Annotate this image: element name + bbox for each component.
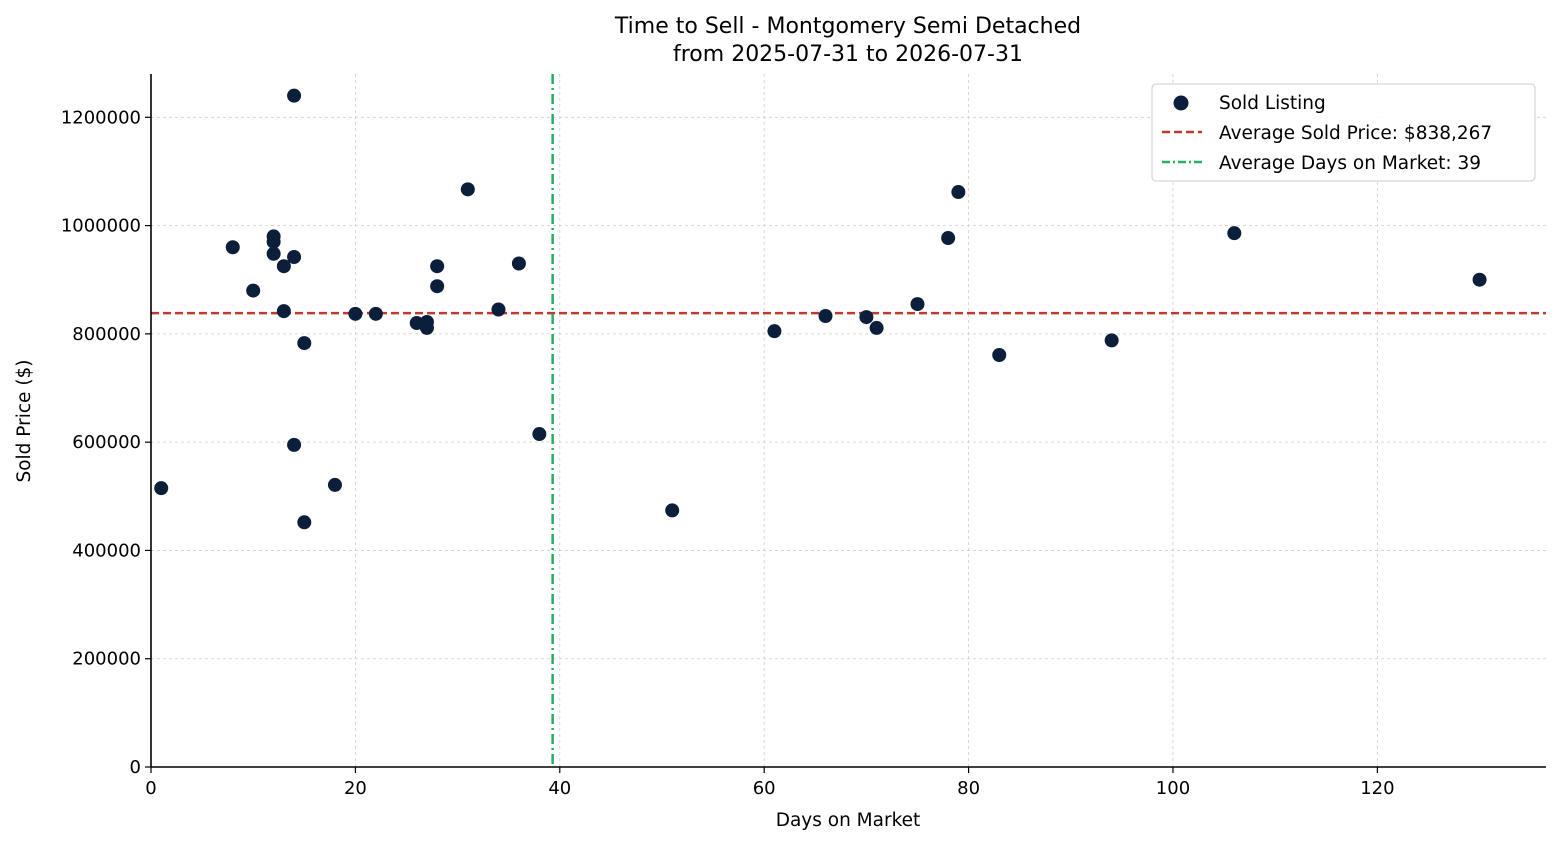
x-axis-label: Days on Market — [776, 810, 921, 831]
x-tick-label-6: 120 — [1360, 778, 1394, 799]
data-point-30 — [910, 297, 925, 312]
legend-label-sold-listing: Sold Listing — [1219, 93, 1326, 114]
data-point-5 — [266, 246, 281, 261]
y-tick-label-2: 400000 — [72, 540, 141, 561]
x-tick-label-4: 80 — [957, 778, 980, 799]
data-point-27 — [818, 309, 833, 324]
data-point-25 — [665, 503, 680, 518]
data-point-11 — [297, 336, 312, 351]
data-point-7 — [276, 304, 291, 319]
data-point-32 — [951, 185, 966, 200]
data-point-26 — [767, 324, 782, 339]
tick-labels: 0 20 40 60 80 100 120 0 200000 400000 600000 800000… — [61, 107, 1395, 799]
x-tick-label-1: 20 — [344, 778, 367, 799]
y-tick-label-5: 1000000 — [61, 216, 141, 237]
data-point-29 — [869, 320, 884, 335]
x-tick-label-5: 100 — [1156, 778, 1190, 799]
data-point-12 — [297, 515, 312, 530]
reference-lines — [151, 74, 1546, 767]
data-point-4 — [266, 234, 281, 249]
data-point-28 — [859, 310, 874, 325]
data-point-22 — [491, 302, 506, 317]
legend-marker-sold-listing — [1173, 95, 1189, 111]
x-tick-label-0: 0 — [145, 778, 156, 799]
data-point-0 — [154, 481, 169, 496]
data-point-24 — [532, 427, 547, 442]
chart-title-line1: Time to Sell - Montgomery Semi Detached — [614, 14, 1081, 39]
data-point-13 — [327, 477, 342, 492]
data-point-20 — [430, 279, 445, 294]
data-point-35 — [1227, 226, 1242, 241]
data-point-9 — [287, 249, 302, 264]
data-point-15 — [368, 306, 383, 321]
data-point-23 — [511, 256, 526, 271]
data-point-18 — [419, 320, 434, 335]
data-point-6 — [276, 259, 291, 274]
data-point-14 — [348, 306, 363, 321]
chart-title-line2: from 2025-07-31 to 2026-07-31 — [673, 42, 1023, 67]
data-point-33 — [992, 347, 1007, 362]
legend: Sold Listing Average Sold Price: $838,26… — [1151, 83, 1536, 182]
y-tick-label-1: 200000 — [72, 649, 141, 670]
data-point-1 — [225, 240, 240, 255]
data-point-34 — [1104, 333, 1119, 348]
y-tick-label-0: 0 — [130, 757, 141, 778]
y-tick-label-4: 800000 — [72, 324, 141, 345]
legend-label-avg-price: Average Sold Price: $838,267 — [1219, 123, 1492, 144]
x-tick-label-2: 40 — [548, 778, 571, 799]
y-tick-label-6: 1200000 — [61, 107, 141, 128]
y-axis-label: Sold Price ($) — [14, 359, 35, 482]
data-points — [154, 88, 1487, 530]
axes — [150, 74, 1546, 768]
data-point-31 — [941, 231, 956, 246]
legend-label-avg-days: Average Days on Market: 39 — [1219, 153, 1481, 174]
data-point-2 — [246, 283, 261, 298]
data-point-36 — [1472, 272, 1487, 287]
data-point-21 — [460, 182, 475, 197]
data-point-19 — [430, 259, 445, 274]
x-tick-label-3: 60 — [753, 778, 776, 799]
data-point-8 — [287, 88, 302, 103]
data-point-10 — [287, 437, 302, 452]
legend-box — [1151, 83, 1536, 182]
y-tick-label-3: 600000 — [72, 432, 141, 453]
